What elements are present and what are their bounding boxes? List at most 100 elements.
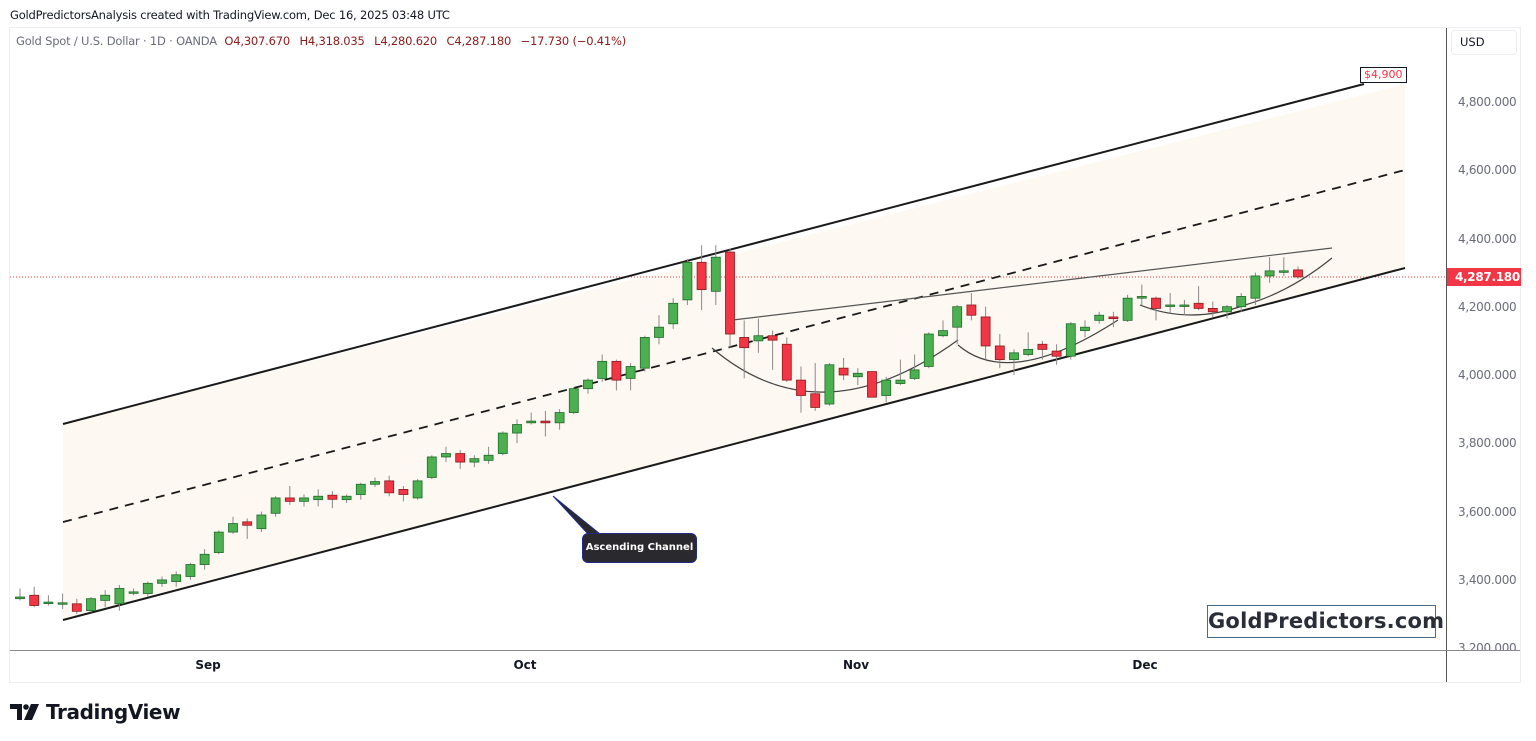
candle-up[interactable] — [370, 481, 380, 485]
candle-down[interactable] — [767, 335, 778, 341]
candle-up[interactable] — [228, 523, 238, 533]
candle-up[interactable] — [654, 326, 664, 338]
candle-up[interactable] — [43, 601, 54, 604]
candle-down[interactable] — [796, 379, 806, 396]
channel-lower-line[interactable] — [62, 267, 1406, 621]
candle-down[interactable] — [384, 480, 395, 494]
tradingview-logo[interactable]: TradingView — [10, 700, 181, 724]
candle-up[interactable] — [895, 379, 906, 384]
candle-down[interactable] — [455, 453, 466, 463]
candle-up[interactable] — [1023, 348, 1034, 355]
candle-down[interactable] — [1193, 302, 1204, 309]
candle-down[interactable] — [838, 367, 849, 376]
candle-down[interactable] — [994, 345, 1005, 361]
candle-up[interactable] — [909, 369, 920, 379]
candle-down[interactable] — [284, 497, 295, 502]
candle-down[interactable] — [242, 521, 253, 526]
currency-selector[interactable]: USD — [1451, 30, 1517, 55]
candle-up[interactable] — [185, 564, 196, 577]
candle-up[interactable] — [483, 454, 494, 461]
candle-up[interactable] — [526, 420, 537, 424]
resistance-trendline[interactable] — [732, 247, 1333, 321]
candle-up[interactable] — [1278, 270, 1289, 273]
channel-upper-line[interactable] — [62, 83, 1365, 425]
candle-down[interactable] — [29, 594, 40, 606]
candle-up[interactable] — [100, 594, 111, 601]
candle-down[interactable] — [398, 489, 409, 495]
candle-up[interactable] — [1264, 270, 1275, 277]
candle-up[interactable] — [270, 497, 281, 514]
candle-up[interactable] — [299, 497, 309, 502]
candle-up[interactable] — [142, 582, 153, 594]
candle-up[interactable] — [355, 483, 366, 495]
candle-down[interactable] — [739, 337, 750, 349]
candle-up[interactable] — [157, 579, 167, 584]
candle-up[interactable] — [1236, 296, 1247, 308]
candle-up[interactable] — [213, 531, 224, 553]
candle-down[interactable] — [867, 371, 877, 398]
candle-up[interactable] — [1009, 352, 1019, 361]
candle-up[interactable] — [852, 372, 863, 378]
candle-up[interactable] — [86, 598, 96, 612]
candle-up[interactable] — [682, 261, 693, 301]
candle-up[interactable] — [568, 388, 579, 413]
candle-down[interactable] — [540, 420, 551, 424]
ascending-channel-callout[interactable]: Ascending Channel — [582, 533, 697, 563]
candle-up[interactable] — [1094, 314, 1105, 321]
candle-up[interactable] — [938, 330, 948, 337]
candle-up[interactable] — [625, 366, 636, 379]
candle-down[interactable] — [1108, 316, 1119, 320]
candle-up[interactable] — [1179, 304, 1190, 307]
candle-up[interactable] — [597, 360, 608, 379]
candle-up[interactable] — [412, 480, 423, 499]
candle-down[interactable] — [1151, 297, 1161, 309]
candle-down[interactable] — [1051, 350, 1062, 357]
candle-up[interactable] — [469, 458, 480, 463]
candle-up[interactable] — [881, 379, 892, 396]
candle-down[interactable] — [696, 261, 707, 291]
candle-up[interactable] — [512, 424, 522, 434]
candle-up[interactable] — [341, 495, 352, 501]
candle-up[interactable] — [1065, 323, 1076, 357]
candle-up[interactable] — [668, 302, 679, 325]
candle-up[interactable] — [426, 456, 437, 478]
candle-up[interactable] — [171, 574, 182, 583]
candle-up[interactable] — [1165, 304, 1176, 307]
candle-up[interactable] — [1250, 275, 1261, 299]
candle-down[interactable] — [810, 393, 821, 408]
candle-up[interactable] — [441, 453, 451, 458]
candle-up[interactable] — [497, 432, 508, 454]
candle-up[interactable] — [256, 514, 267, 530]
candle-up[interactable] — [1122, 297, 1133, 321]
candle-down[interactable] — [1293, 269, 1303, 278]
candle-up[interactable] — [1080, 326, 1090, 332]
candle-up[interactable] — [199, 553, 210, 565]
candle-down[interactable] — [611, 360, 622, 381]
candle-up[interactable] — [824, 364, 835, 405]
candle-up[interactable] — [710, 256, 721, 292]
candle-up[interactable] — [583, 379, 593, 390]
candle-up[interactable] — [1136, 296, 1147, 299]
candle-down[interactable] — [71, 603, 82, 612]
candle-up[interactable] — [114, 588, 125, 605]
candle-up[interactable] — [57, 602, 68, 605]
target-price-label[interactable]: $4,900 — [1360, 67, 1407, 83]
channel-mid-line[interactable] — [62, 169, 1406, 523]
candle-up[interactable] — [313, 495, 324, 501]
candle-up[interactable] — [639, 337, 650, 369]
candle-down[interactable] — [980, 316, 991, 347]
candle-up[interactable] — [15, 596, 25, 600]
symbol-name[interactable]: Gold Spot / U.S. Dollar · 1D · OANDA — [16, 34, 217, 48]
candle-down[interactable] — [725, 251, 735, 335]
candle-down[interactable] — [327, 494, 338, 500]
candle-up[interactable] — [554, 412, 565, 424]
candle-up[interactable] — [128, 591, 139, 594]
candle-down[interactable] — [966, 304, 977, 316]
symbol-legend[interactable]: Gold Spot / U.S. Dollar · 1D · OANDA O4,… — [16, 34, 632, 48]
candle-down[interactable] — [1037, 343, 1048, 350]
candle-up[interactable] — [952, 306, 963, 328]
candle-down[interactable] — [1207, 308, 1218, 313]
candle-down[interactable] — [781, 343, 792, 381]
candle-up[interactable] — [753, 335, 764, 342]
